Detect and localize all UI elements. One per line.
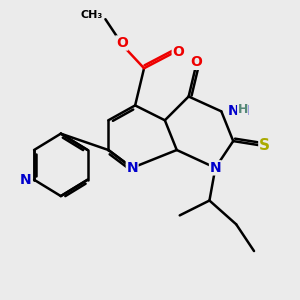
Text: O: O bbox=[190, 55, 202, 69]
Text: N: N bbox=[126, 161, 138, 175]
Text: O: O bbox=[172, 45, 184, 59]
Text: CH₃: CH₃ bbox=[80, 10, 102, 20]
Text: O: O bbox=[116, 36, 128, 50]
Text: S: S bbox=[259, 138, 270, 153]
Text: N: N bbox=[210, 161, 221, 175]
Text: N: N bbox=[20, 173, 31, 187]
Text: H: H bbox=[238, 103, 248, 116]
Text: NH: NH bbox=[227, 104, 250, 118]
